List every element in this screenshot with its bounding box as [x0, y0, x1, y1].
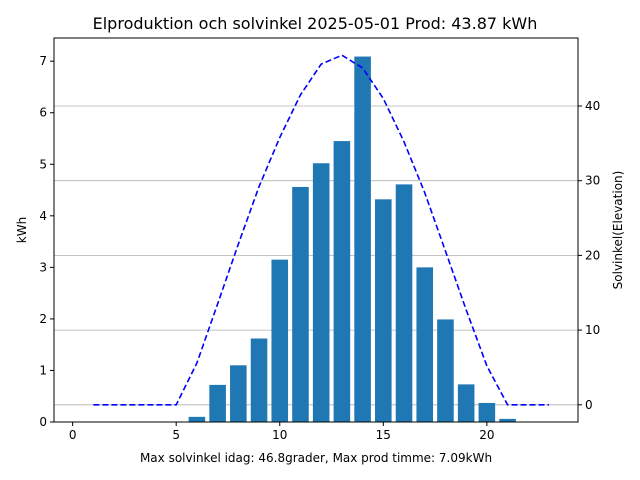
y-tick-label: 5 — [39, 157, 47, 171]
y2-axis-label: Solvinkel(Elevation) — [611, 171, 625, 290]
x-tick-label: 10 — [272, 428, 287, 442]
bar — [375, 199, 392, 422]
y2-tick-label: 10 — [585, 323, 600, 337]
y2-tick-label: 40 — [585, 99, 600, 113]
y-tick-label: 2 — [39, 312, 47, 326]
x-tick-label: 5 — [172, 428, 180, 442]
bar — [499, 418, 516, 422]
bar — [271, 259, 289, 422]
bar — [478, 402, 496, 422]
x-tick-label: 15 — [376, 428, 391, 442]
plot-frame — [53, 37, 579, 423]
elevation-line-series — [93, 54, 549, 406]
y-axis-label: kWh — [15, 217, 29, 243]
bar — [354, 56, 371, 423]
bar — [250, 338, 268, 422]
bar — [312, 163, 330, 422]
bar-series — [188, 56, 516, 423]
y-tick-label: 6 — [39, 106, 47, 120]
bar — [437, 319, 454, 422]
chart-title: Elproduktion och solvinkel 2025-05-01 Pr… — [93, 14, 538, 33]
axes: 0 5 10 15 20 0 1 2 3 4 5 6 7 0 10 20 30 40 — [39, 54, 600, 442]
bar — [292, 186, 309, 422]
elevation-line — [93, 54, 549, 406]
bar — [395, 184, 413, 422]
y-tick-label: 4 — [39, 209, 47, 223]
y-tick-label: 1 — [39, 363, 47, 377]
x-tick-label: 0 — [69, 428, 77, 442]
y2-tick-label: 30 — [585, 174, 600, 188]
x-axis-label: Max solvinkel idag: 46.8grader, Max prod… — [140, 451, 492, 465]
y2-tick-label: 0 — [585, 398, 593, 412]
y-tick-label: 0 — [39, 415, 47, 429]
bar — [416, 267, 434, 422]
y-tick-label: 3 — [39, 260, 47, 274]
bar — [188, 416, 206, 422]
bar — [230, 365, 247, 422]
x-tick-label: 20 — [479, 428, 494, 442]
bar — [333, 141, 351, 422]
bar — [209, 384, 226, 422]
bar — [457, 384, 475, 422]
y-tick-label: 7 — [39, 54, 47, 68]
y2-tick-label: 20 — [585, 248, 600, 262]
